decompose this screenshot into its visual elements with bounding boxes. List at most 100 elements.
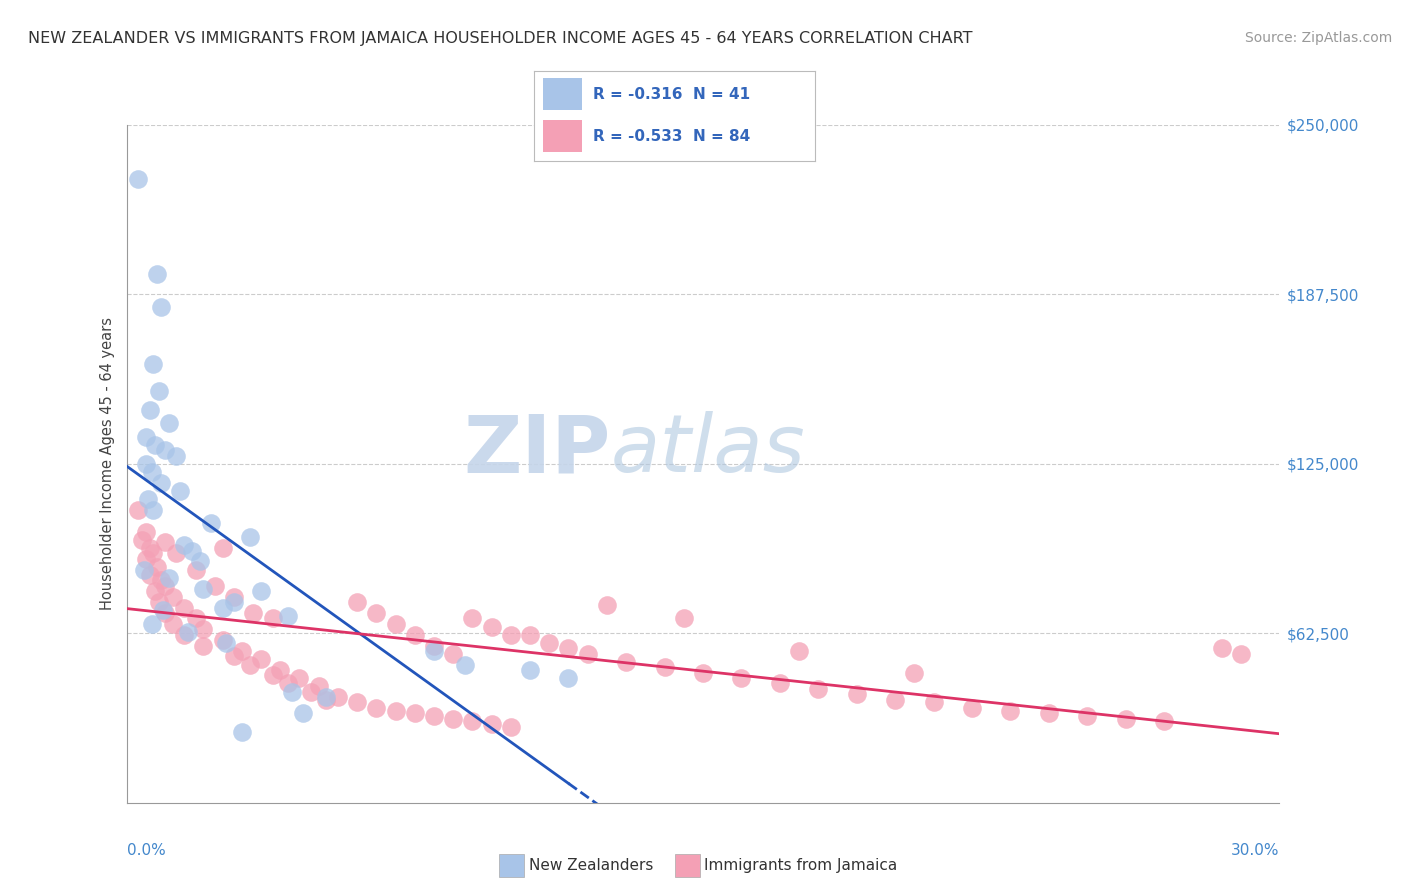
Point bbox=[141, 616, 163, 631]
Point bbox=[242, 606, 264, 620]
Point bbox=[654, 660, 676, 674]
Point bbox=[231, 725, 253, 739]
Point bbox=[177, 624, 200, 639]
Point bbox=[138, 402, 160, 417]
Point bbox=[153, 443, 176, 458]
Point bbox=[441, 712, 464, 726]
Point bbox=[173, 538, 195, 552]
Point bbox=[153, 535, 176, 549]
Point bbox=[250, 652, 273, 666]
Text: Immigrants from Jamaica: Immigrants from Jamaica bbox=[704, 858, 897, 872]
Point bbox=[481, 619, 503, 633]
Point bbox=[519, 628, 541, 642]
Point bbox=[166, 449, 188, 463]
Point bbox=[162, 616, 184, 631]
Point bbox=[903, 665, 925, 680]
Point bbox=[193, 582, 215, 596]
Point bbox=[366, 606, 388, 620]
Point bbox=[135, 430, 157, 444]
Text: atlas: atlas bbox=[610, 411, 806, 490]
Point bbox=[519, 663, 541, 677]
Point bbox=[557, 671, 579, 685]
Point bbox=[1211, 641, 1233, 656]
Text: R = -0.533  N = 84: R = -0.533 N = 84 bbox=[593, 129, 751, 144]
Point bbox=[315, 690, 337, 704]
Point bbox=[461, 611, 484, 625]
Point bbox=[960, 701, 983, 715]
Point bbox=[1076, 709, 1098, 723]
Point bbox=[169, 483, 191, 498]
Point bbox=[499, 628, 522, 642]
Point bbox=[299, 684, 322, 698]
Point bbox=[224, 595, 246, 609]
Point bbox=[692, 665, 714, 680]
Point bbox=[292, 706, 315, 721]
Point bbox=[132, 563, 155, 577]
Point bbox=[131, 533, 153, 547]
Point bbox=[127, 503, 149, 517]
Point bbox=[136, 492, 159, 507]
Point bbox=[481, 717, 503, 731]
Text: NEW ZEALANDER VS IMMIGRANTS FROM JAMAICA HOUSEHOLDER INCOME AGES 45 - 64 YEARS C: NEW ZEALANDER VS IMMIGRANTS FROM JAMAICA… bbox=[28, 31, 973, 46]
Point bbox=[211, 600, 233, 615]
Point bbox=[499, 720, 522, 734]
Point bbox=[184, 563, 207, 577]
Point bbox=[672, 611, 695, 625]
Text: Source: ZipAtlas.com: Source: ZipAtlas.com bbox=[1244, 31, 1392, 45]
Point bbox=[346, 696, 368, 710]
Point bbox=[423, 639, 446, 653]
Point bbox=[845, 687, 868, 701]
Point bbox=[787, 644, 810, 658]
Point bbox=[148, 384, 170, 398]
Point bbox=[366, 701, 388, 715]
Point bbox=[315, 692, 337, 706]
Point bbox=[231, 644, 253, 658]
Point bbox=[288, 671, 311, 685]
Point bbox=[162, 590, 184, 604]
Point bbox=[153, 606, 176, 620]
Point bbox=[922, 696, 945, 710]
Point bbox=[204, 579, 226, 593]
Point bbox=[224, 649, 246, 664]
Point bbox=[145, 438, 166, 452]
Point bbox=[146, 267, 169, 281]
Point bbox=[135, 524, 157, 539]
Point bbox=[200, 516, 222, 531]
Point bbox=[238, 657, 260, 672]
Point bbox=[166, 546, 188, 560]
Point bbox=[441, 647, 464, 661]
Point bbox=[224, 590, 246, 604]
Point bbox=[193, 622, 215, 636]
Point bbox=[148, 595, 170, 609]
Point bbox=[557, 641, 579, 656]
Text: New Zealanders: New Zealanders bbox=[529, 858, 652, 872]
Point bbox=[423, 709, 446, 723]
Point bbox=[576, 647, 599, 661]
Point bbox=[1115, 712, 1137, 726]
Bar bbox=[543, 78, 582, 110]
Point bbox=[150, 300, 173, 314]
Text: R = -0.316  N = 41: R = -0.316 N = 41 bbox=[593, 87, 751, 102]
Point bbox=[807, 681, 830, 696]
Point bbox=[188, 554, 211, 568]
Point bbox=[404, 706, 426, 721]
Point bbox=[145, 584, 166, 599]
Point bbox=[142, 546, 165, 560]
Point bbox=[346, 595, 368, 609]
Point bbox=[1230, 647, 1253, 661]
Point bbox=[184, 611, 207, 625]
Point bbox=[384, 616, 406, 631]
Point bbox=[146, 560, 169, 574]
Point bbox=[157, 571, 180, 585]
Point bbox=[308, 679, 330, 693]
Point bbox=[138, 568, 160, 582]
Point bbox=[173, 628, 195, 642]
Point bbox=[138, 541, 160, 555]
Point bbox=[152, 603, 174, 617]
Point bbox=[281, 684, 304, 698]
Point bbox=[135, 551, 157, 566]
Point bbox=[127, 172, 149, 186]
Point bbox=[614, 655, 637, 669]
Point bbox=[769, 676, 792, 690]
Point bbox=[173, 600, 195, 615]
